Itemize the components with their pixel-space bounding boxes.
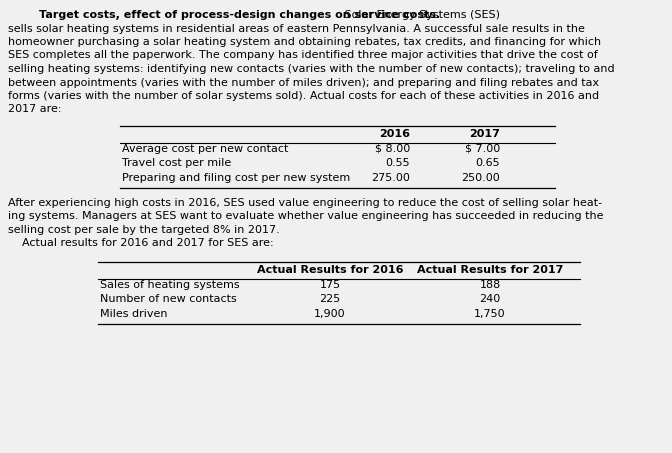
Text: 0.65: 0.65 — [475, 158, 500, 168]
Text: Solar Energy Systems (SES): Solar Energy Systems (SES) — [341, 10, 500, 20]
Text: Sales of heating systems: Sales of heating systems — [100, 280, 240, 290]
Text: $ 7.00: $ 7.00 — [465, 144, 500, 154]
Text: 2017 are:: 2017 are: — [8, 105, 62, 115]
Text: forms (varies with the number of solar systems sold). Actual costs for each of t: forms (varies with the number of solar s… — [8, 91, 599, 101]
Text: 188: 188 — [479, 280, 501, 290]
Text: 275.00: 275.00 — [371, 173, 410, 183]
Text: Actual Results for 2016: Actual Results for 2016 — [257, 265, 403, 275]
Text: Actual Results for 2017: Actual Results for 2017 — [417, 265, 563, 275]
Text: Target costs, effect of process-design changes on service costs.: Target costs, effect of process-design c… — [8, 10, 440, 20]
Text: Preparing and filing cost per new system: Preparing and filing cost per new system — [122, 173, 350, 183]
Text: 240: 240 — [479, 294, 501, 304]
Text: 2017: 2017 — [469, 129, 500, 139]
Text: 1,750: 1,750 — [474, 309, 506, 319]
Text: selling cost per sale by the targeted 8% in 2017.: selling cost per sale by the targeted 8%… — [8, 225, 280, 235]
Text: 1,900: 1,900 — [314, 309, 346, 319]
Text: $ 8.00: $ 8.00 — [375, 144, 410, 154]
Text: After experiencing high costs in 2016, SES used value engineering to reduce the : After experiencing high costs in 2016, S… — [8, 198, 602, 207]
Text: Miles driven: Miles driven — [100, 309, 167, 319]
Text: 2016: 2016 — [379, 129, 410, 139]
Text: 175: 175 — [319, 280, 341, 290]
Text: Number of new contacts: Number of new contacts — [100, 294, 237, 304]
Text: 250.00: 250.00 — [461, 173, 500, 183]
Text: homeowner purchasing a solar heating system and obtaining rebates, tax credits, : homeowner purchasing a solar heating sys… — [8, 37, 601, 47]
Text: between appointments (varies with the number of miles driven); and preparing and: between appointments (varies with the nu… — [8, 77, 599, 87]
Text: 0.55: 0.55 — [385, 158, 410, 168]
Text: Travel cost per mile: Travel cost per mile — [122, 158, 231, 168]
Text: ing systems. Managers at SES want to evaluate whether value engineering has succ: ing systems. Managers at SES want to eva… — [8, 211, 603, 221]
Text: sells solar heating systems in residential areas of eastern Pennsylvania. A succ: sells solar heating systems in residenti… — [8, 24, 585, 34]
Text: selling heating systems: identifying new contacts (varies with the number of new: selling heating systems: identifying new… — [8, 64, 615, 74]
Text: Actual results for 2016 and 2017 for SES are:: Actual results for 2016 and 2017 for SES… — [8, 238, 274, 248]
Text: SES completes all the paperwork. The company has identified three major activiti: SES completes all the paperwork. The com… — [8, 50, 598, 61]
Text: Average cost per new contact: Average cost per new contact — [122, 144, 288, 154]
Text: 225: 225 — [319, 294, 341, 304]
